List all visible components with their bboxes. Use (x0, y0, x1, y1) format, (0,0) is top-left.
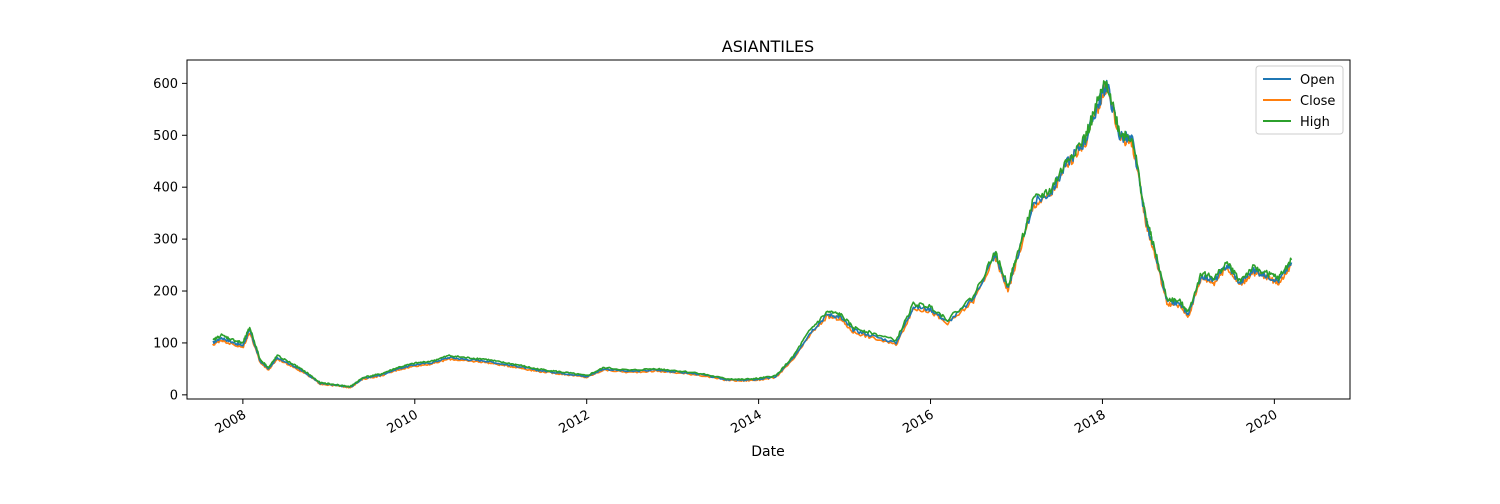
legend-box (1255, 65, 1344, 135)
series-line-high (212, 80, 1293, 388)
x-tick-label: 2016 (900, 407, 936, 437)
y-tick-label: 100 (153, 336, 178, 351)
x-tick-label: 2014 (728, 407, 764, 437)
x-tick-label: 2008 (213, 407, 249, 437)
x-tick-label: 2012 (557, 407, 593, 437)
legend-label-high: High (1300, 115, 1330, 130)
x-tick-label: 2018 (1072, 407, 1108, 437)
y-tick-label: 300 (153, 233, 178, 248)
x-tick-label: 2020 (1244, 407, 1280, 437)
y-tick-label: 500 (153, 129, 178, 144)
series-line-open (212, 79, 1293, 388)
y-tick-label: 200 (153, 285, 178, 300)
legend-label-open: Open (1300, 73, 1335, 88)
series-line-close (212, 82, 1292, 389)
y-tick-label: 0 (170, 388, 178, 403)
legend-label-close: Close (1300, 94, 1335, 109)
plot-lines (212, 79, 1293, 389)
y-tick-label: 600 (153, 77, 178, 92)
chart-title: ASIANTILES (722, 37, 814, 56)
x-axis-label: Date (751, 444, 784, 460)
x-tick-label: 2010 (385, 407, 421, 437)
x-axis: 2008 2010 2012 2014 2016 2018 2020 (213, 399, 1280, 437)
y-tick-label: 400 (153, 181, 178, 196)
plot-frame (186, 59, 1351, 400)
legend: Open Close High (1255, 65, 1344, 135)
y-axis: 0 100 200 300 400 500 600 (153, 77, 187, 403)
